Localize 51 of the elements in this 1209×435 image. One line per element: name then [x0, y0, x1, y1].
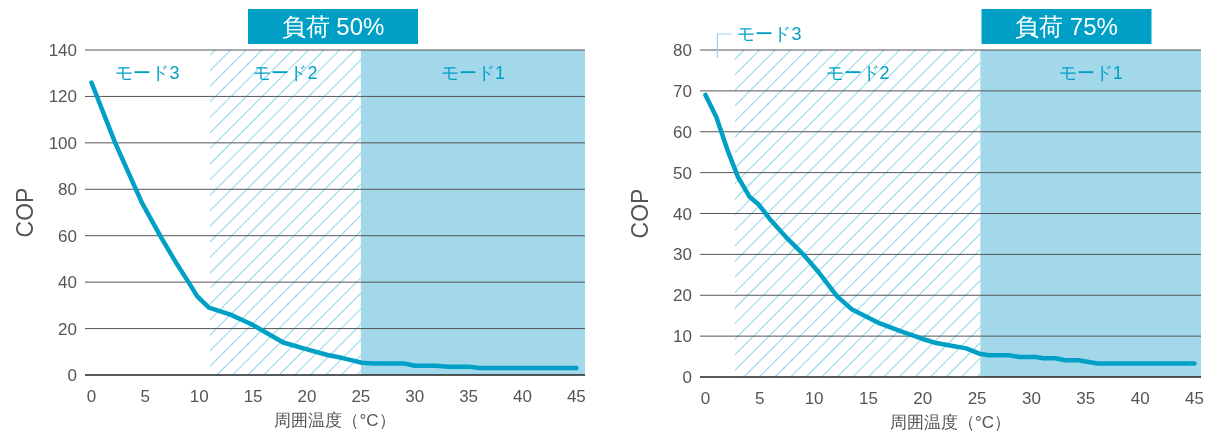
y-tick-label: 20 [58, 319, 77, 339]
annotation: モード3 [115, 63, 180, 83]
x-tick-label: 20 [913, 389, 933, 408]
text: モード3 [737, 24, 802, 44]
band-label: モード1 [440, 63, 505, 83]
y-tick-label: 120 [48, 87, 77, 107]
y-tick-label: 100 [48, 133, 77, 153]
y-tick-label: 70 [673, 81, 692, 101]
x-axis-title: 周囲温度（°C） [274, 411, 396, 430]
x-tick-label: 5 [140, 387, 151, 406]
y-tick-label: 10 [673, 327, 692, 347]
line-series [89, 80, 579, 371]
x-tick-label: 0 [86, 387, 97, 406]
x-axis-title: 周囲温度（°C） [889, 413, 1012, 432]
x-tick-label: 40 [1130, 389, 1150, 408]
y-tick-label: 80 [673, 41, 692, 60]
y-tick-label: 50 [673, 163, 692, 183]
band-label: モード2 [253, 63, 318, 83]
y-tick-label: 140 [48, 41, 77, 60]
chart-title: 負荷 50% [281, 13, 385, 40]
y-tick-label: 80 [58, 180, 77, 200]
x-tick-label: 25 [967, 389, 987, 408]
y-tick-label: 40 [673, 204, 692, 224]
x-tick-label: 5 [755, 389, 765, 408]
x-tick-label: 15 [858, 389, 878, 408]
chart-title: 負荷 75% [1015, 13, 1118, 40]
x-tick-label: 45 [566, 387, 586, 406]
y-tick-label: 40 [58, 273, 77, 293]
x-tick-label: 20 [297, 387, 317, 406]
y-axis-title: COP [12, 187, 38, 238]
y-tick-label: 0 [67, 366, 77, 385]
x-tick-label: 0 [700, 389, 711, 408]
x-tick-label: 10 [189, 387, 209, 406]
x-tick-label: 10 [804, 389, 824, 408]
y-axis-title: COP [627, 188, 653, 239]
y-tick-label: 30 [673, 245, 692, 265]
x-tick-label: 30 [405, 387, 425, 406]
x-tick-label: 35 [1076, 389, 1096, 408]
x-tick-label: 40 [513, 387, 532, 406]
x-tick-label: 30 [1022, 389, 1041, 408]
x-tick-label: 25 [351, 387, 371, 406]
y-tick-label: 60 [58, 226, 77, 246]
band-label: モード2 [825, 63, 890, 83]
x-tick-label: 45 [1185, 389, 1204, 408]
y-tick-label: 20 [673, 286, 692, 306]
x-tick-label: 15 [243, 387, 263, 406]
y-tick-label: 60 [673, 122, 692, 142]
line-series [703, 92, 1197, 366]
y-tick-label: 0 [682, 368, 692, 387]
x-tick-label: 35 [459, 387, 479, 406]
band-label: モード1 [1058, 63, 1123, 83]
